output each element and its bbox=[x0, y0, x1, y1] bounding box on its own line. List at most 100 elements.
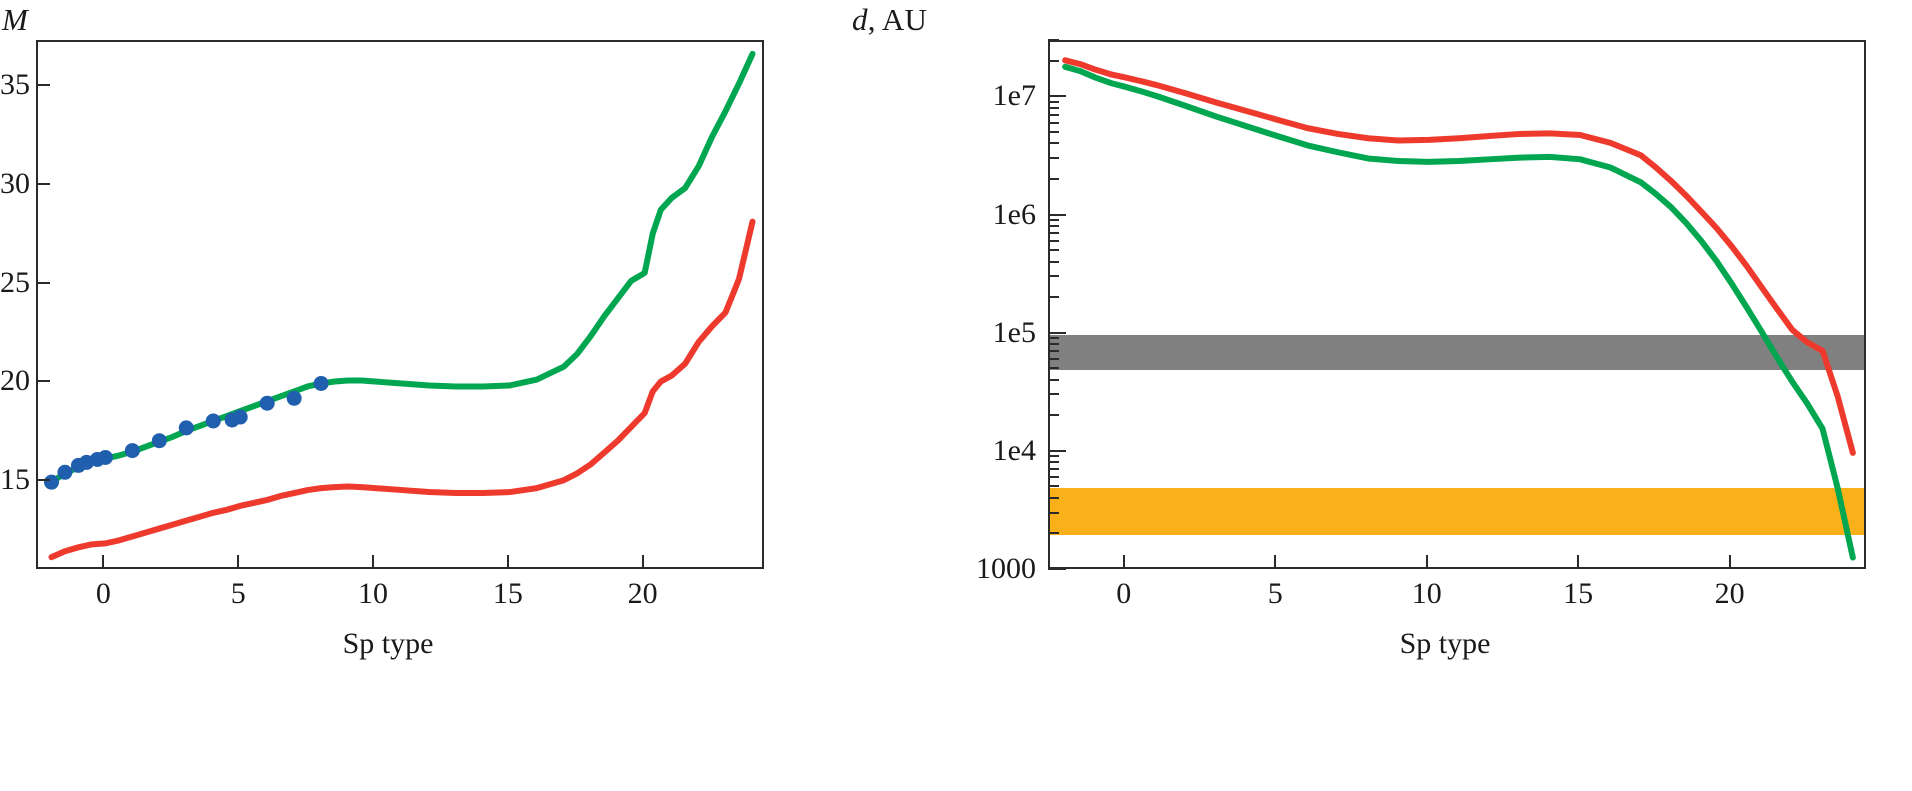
right-y-minor-tick bbox=[1048, 378, 1059, 381]
right-x-tick-label: 5 bbox=[1267, 577, 1283, 610]
right-y-tick-label: 1e5 bbox=[992, 315, 1036, 349]
data-point-marker bbox=[232, 409, 248, 425]
right-y-minor-tick bbox=[1048, 337, 1059, 340]
right-curves-svg bbox=[1062, 57, 1856, 561]
left-x-tick-mark bbox=[102, 555, 105, 569]
left-x-tick-label: 5 bbox=[230, 577, 246, 610]
right-y-minor-tick bbox=[1048, 130, 1059, 133]
right-x-tick-label: 0 bbox=[1116, 577, 1132, 610]
right-y-axis-title-suffix: , AU bbox=[867, 2, 928, 37]
series-line-lower-red-curve bbox=[48, 218, 756, 561]
right-y-minor-tick bbox=[1048, 476, 1059, 479]
left-chart-panel: M 15 20 25 30 35 0 5 10 15 20 Sp type bbox=[0, 2, 764, 660]
right-y-minor-tick bbox=[1048, 157, 1059, 160]
right-y-minor-tick bbox=[1048, 511, 1059, 514]
right-y-tick-label: 1e4 bbox=[992, 433, 1036, 467]
right-y-minor-tick bbox=[1048, 532, 1059, 535]
right-y-minor-tick bbox=[1048, 142, 1059, 145]
left-x-axis-title: Sp type bbox=[342, 627, 434, 660]
right-x-tick-label: 15 bbox=[1563, 577, 1594, 610]
right-y-minor-tick bbox=[1048, 275, 1059, 278]
data-point-marker bbox=[259, 395, 275, 411]
left-y-tick-label: 20 bbox=[0, 364, 30, 398]
right-y-minor-tick bbox=[1048, 121, 1059, 124]
right-y-minor-tick bbox=[1048, 177, 1059, 180]
right-y-minor-tick bbox=[1048, 113, 1059, 116]
right-x-tick-label: 20 bbox=[1714, 577, 1745, 610]
right-y-minor-tick bbox=[1048, 485, 1059, 488]
data-point-marker bbox=[286, 390, 302, 406]
right-y-minor-tick bbox=[1048, 496, 1059, 499]
right-y-minor-tick bbox=[1048, 367, 1059, 370]
right-x-tick-mark bbox=[1425, 555, 1428, 569]
right-y-minor-tick bbox=[1048, 414, 1059, 417]
left-y-tick-label: 35 bbox=[0, 68, 30, 102]
left-x-tick-mark bbox=[372, 555, 375, 569]
data-point-marker bbox=[178, 420, 194, 436]
orange-distance-band bbox=[1050, 488, 1864, 536]
right-y-minor-tick bbox=[1048, 224, 1059, 227]
left-y-tick-mark bbox=[36, 380, 50, 383]
right-y-minor-tick bbox=[1048, 218, 1059, 221]
data-point-marker bbox=[313, 375, 329, 391]
right-y-tick-label: 1e7 bbox=[992, 79, 1036, 113]
left-y-tick-label: 30 bbox=[0, 167, 30, 201]
right-y-minor-tick bbox=[1048, 461, 1059, 464]
left-x-tick-label: 15 bbox=[492, 577, 523, 610]
right-x-tick-mark bbox=[1274, 555, 1277, 569]
left-x-tick-label: 20 bbox=[627, 577, 658, 610]
left-y-tick-mark bbox=[36, 479, 50, 482]
left-y-tick-label: 15 bbox=[0, 463, 30, 497]
left-y-tick-label: 25 bbox=[0, 265, 30, 299]
series-line-upper-red-curve bbox=[1062, 57, 1856, 456]
right-x-tick-mark bbox=[1728, 555, 1731, 569]
right-chart-panel: d, AU 1000 1e4 1e5 1e6 1e7 0 5 10 15 20 Sp type bbox=[852, 0, 1912, 791]
right-y-minor-tick bbox=[1048, 455, 1059, 458]
right-x-tick-mark bbox=[1122, 555, 1125, 569]
data-point-marker bbox=[43, 474, 59, 490]
right-y-axis-title-symbol: d bbox=[852, 2, 868, 37]
left-y-tick-mark bbox=[36, 281, 50, 284]
right-y-minor-tick bbox=[1048, 106, 1059, 109]
right-y-major-tick bbox=[1048, 568, 1066, 570]
right-y-minor-tick bbox=[1048, 343, 1059, 346]
left-x-tick-label: 10 bbox=[358, 577, 389, 610]
data-point-marker bbox=[151, 433, 167, 449]
right-y-minor-tick bbox=[1048, 357, 1059, 360]
right-y-axis-title: d, AU bbox=[852, 2, 927, 38]
right-y-minor-tick bbox=[1048, 296, 1059, 299]
left-x-tick-label: 0 bbox=[95, 577, 111, 610]
right-y-minor-tick bbox=[1048, 468, 1059, 471]
right-y-major-tick bbox=[1048, 213, 1066, 216]
gray-distance-band bbox=[1050, 334, 1864, 371]
data-point-marker bbox=[205, 413, 221, 429]
right-y-major-tick bbox=[1048, 95, 1066, 98]
right-y-minor-tick bbox=[1048, 39, 1059, 41]
right-y-minor-tick bbox=[1048, 393, 1059, 396]
right-x-tick-mark bbox=[1577, 555, 1580, 569]
left-x-tick-mark bbox=[506, 555, 509, 569]
left-y-tick-mark bbox=[36, 84, 50, 87]
right-y-minor-tick bbox=[1048, 349, 1059, 352]
left-curves-svg bbox=[43, 50, 756, 561]
right-y-tick-label: 1000 bbox=[976, 552, 1036, 585]
right-y-minor-tick bbox=[1048, 231, 1059, 234]
right-x-tick-label: 10 bbox=[1411, 577, 1442, 610]
data-point-marker bbox=[57, 464, 73, 480]
right-y-major-tick bbox=[1048, 449, 1066, 452]
right-x-axis-title: Sp type bbox=[1399, 627, 1491, 660]
right-y-major-tick bbox=[1048, 331, 1066, 334]
right-y-tick-label: 1e6 bbox=[992, 197, 1036, 231]
right-y-minor-tick bbox=[1048, 59, 1059, 62]
left-y-axis-title-symbol: M bbox=[2, 2, 29, 37]
series-line-upper-green-curve bbox=[48, 50, 756, 486]
series-line-lower-green-curve bbox=[1062, 63, 1856, 561]
left-x-tick-mark bbox=[237, 555, 240, 569]
data-point-marker bbox=[124, 443, 140, 459]
right-y-minor-tick bbox=[1048, 239, 1059, 242]
left-y-axis-title: M bbox=[2, 2, 28, 38]
data-point-marker bbox=[97, 450, 113, 466]
left-x-tick-mark bbox=[641, 555, 644, 569]
right-y-minor-tick bbox=[1048, 249, 1059, 252]
